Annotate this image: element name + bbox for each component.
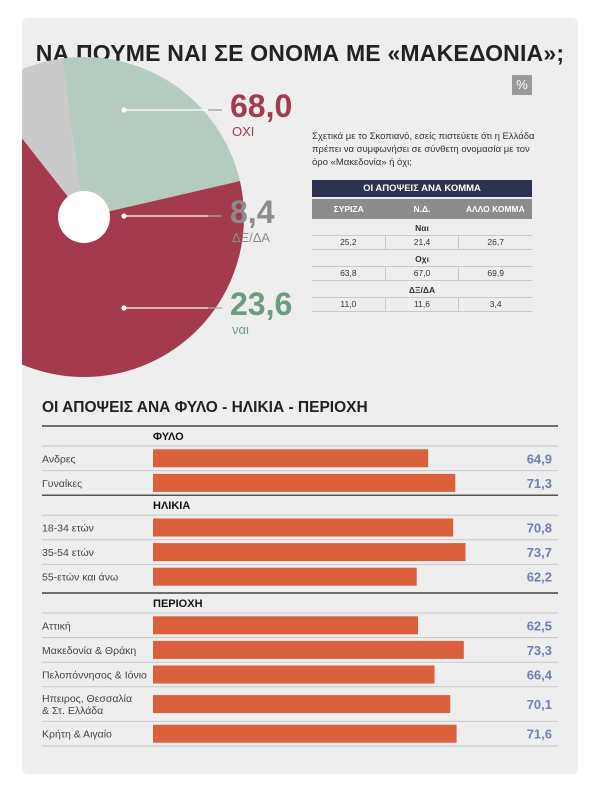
bar-label: Μακεδονία & Θράκη	[42, 645, 136, 657]
percent-unit-badge: %	[512, 75, 532, 95]
bar	[153, 695, 451, 714]
bar-label: Ηπειρος, Θεσσαλία	[42, 693, 132, 705]
bar-value: 70,1	[527, 697, 552, 712]
table-row-no: 63,8 67,0 69,9	[312, 266, 532, 281]
pie-value-no: 68,0	[230, 88, 293, 124]
bar	[153, 473, 456, 492]
cell-yes-other: 26,7	[458, 236, 532, 249]
pie-label-yes: ναι	[232, 322, 249, 337]
bar-value: 62,2	[527, 570, 552, 585]
bar-label: Αττική	[42, 620, 71, 632]
party-table-title: ΟΙ ΑΠΟΨΕΙΣ ΑΝΑ ΚΟΜΜΑ	[312, 180, 532, 197]
bar	[153, 616, 418, 635]
bar	[153, 449, 429, 468]
bar-value: 71,3	[527, 476, 552, 491]
cell-no-other: 69,9	[458, 267, 532, 280]
bar-value: 71,6	[527, 727, 552, 742]
leader-dot-no	[121, 107, 127, 113]
demographics-bar-chart: ΦΥΛΟ Ανδρες 64,9 Γυναίκες 71,3 ΗΛΙΚΙΑ 18-34 ετ…	[42, 425, 558, 747]
bar	[153, 640, 464, 659]
cell-no-nd: 67,0	[384, 267, 459, 280]
cell-dkna-nd: 11,6	[384, 298, 459, 311]
bar-label: Ανδρες	[42, 453, 76, 465]
infographic-card: ΝΑ ΠΟΥΜΕ ΝΑΙ ΣΕ ΟΝΟΜΑ ΜΕ «ΜΑΚΕΔΟΝΙΑ»; % …	[22, 18, 578, 774]
bar-label: & Στ. Ελλάδα	[42, 705, 103, 717]
bar-value: 62,5	[527, 618, 552, 633]
cell-dkna-syriza: 11,0	[340, 299, 357, 309]
survey-question: Σχετικά με το Σκοπιανό, εσείς πιστεύετε …	[312, 131, 535, 168]
pie-slice-yes	[61, 57, 240, 217]
party-table: ΟΙ ΑΠΟΨΕΙΣ ΑΝΑ ΚΟΜΜΑ ΣΥΡΙΖΑ Ν.Δ. ΑΛΛΟ ΚΟ…	[312, 180, 532, 312]
pie-value-yes: 23,6	[230, 286, 293, 322]
group-header: ΗΛΙΚΙΑ	[153, 500, 190, 512]
pie-label-dkna: ΔΞ/ΔΑ	[232, 230, 271, 245]
bar-value: 70,8	[527, 521, 552, 536]
leader-dot-dkna	[121, 213, 127, 219]
col-header-syriza: ΣΥΡΙΖΑ	[333, 204, 364, 214]
group-label-dkna: ΔΞ/ΔΑ	[408, 285, 436, 295]
pie-label-no: ΟΧΙ	[232, 124, 255, 139]
bar	[153, 665, 435, 684]
group-header: ΠΕΡΙΟΧΗ	[153, 598, 203, 610]
col-header-nd: Ν.Δ.	[413, 204, 431, 214]
pie-chart	[22, 57, 244, 377]
bar-label: 18-34 ετών	[42, 523, 94, 535]
bar	[153, 567, 417, 586]
pie-slice-no	[22, 138, 244, 377]
page-title: ΝΑ ΠΟΥΜΕ ΝΑΙ ΣΕ ΟΝΟΜΑ ΜΕ «ΜΑΚΕΔΟΝΙΑ»;	[35, 40, 565, 66]
bar-label: 55-ετών και άνω	[42, 572, 118, 584]
bar-value: 64,9	[527, 451, 552, 466]
bar-label: Γυναίκες	[42, 478, 82, 490]
cell-no-syriza: 63,8	[340, 268, 357, 278]
cell-yes-syriza: 25,2	[340, 237, 357, 247]
bar-value: 73,7	[527, 545, 552, 560]
bar	[153, 518, 454, 537]
bar-label: 35-54 ετών	[42, 547, 94, 559]
cell-yes-nd: 21,4	[384, 236, 459, 249]
group-header: ΦΥΛΟ	[153, 431, 184, 443]
bar-value: 73,3	[527, 643, 552, 658]
col-header-other: ΑΛΛΟ ΚΟΜΜΑ	[465, 204, 525, 214]
leader-dot-yes	[121, 305, 127, 311]
party-table-header: ΣΥΡΙΖΑ Ν.Δ. ΑΛΛΟ ΚΟΜΜΑ	[312, 199, 532, 219]
bar	[153, 724, 457, 743]
bar-label: Κρήτη & Αιγαίο	[42, 729, 112, 741]
cell-dkna-other: 3,4	[458, 298, 532, 311]
bar	[153, 543, 466, 562]
table-row-yes: 25,2 21,4 26,7	[312, 235, 532, 250]
demographics-title: ΟΙ ΑΠΟΨΕΙΣ ΑΝΑ ΦΥΛΟ - ΗΛΙΚΙΑ - ΠΕΡΙΟΧΗ	[42, 399, 368, 416]
pie-center-hole	[58, 191, 110, 243]
group-label-no: Οχι	[415, 254, 429, 264]
pie-value-dkna: 8,4	[230, 194, 275, 230]
bar-value: 66,4	[527, 668, 553, 683]
bar-label: Πελοπόννησος & Ιόνιο	[42, 670, 147, 682]
group-label-yes: Ναι	[415, 223, 429, 233]
pie-slice-dkna	[22, 58, 84, 217]
table-row-dkna: 11,0 11,6 3,4	[312, 297, 532, 312]
